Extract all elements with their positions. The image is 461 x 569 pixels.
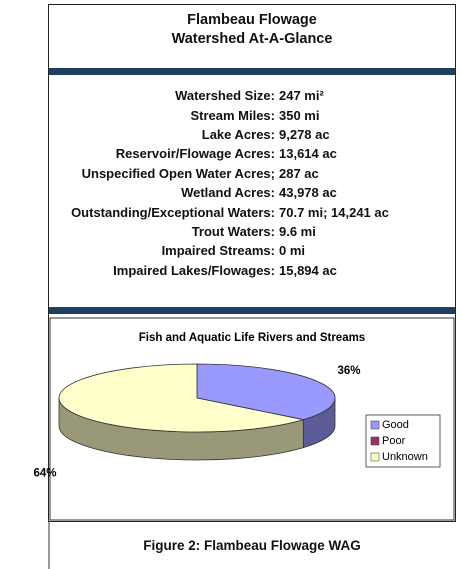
caption-rule [48,522,50,569]
title: Watershed At-A-Glance [171,31,333,47]
stat-value: 13,614 ac [279,146,337,162]
stat-row: Impaired Streams: 0 mi [48,241,456,260]
caption: Figure 2: Flambeau Flowage WAG [143,538,361,553]
stats-list: Watershed Size: 247 mi² Stream Miles: 350 m… [48,86,456,280]
stat-label: Unspecified Open Water Acres; [81,165,275,181]
legend-swatch [370,436,380,446]
frame [48,4,456,522]
stat-row: Reservoir/Flowage Acres: 13,614 ac [48,144,456,163]
stat-value: 9.6 mi [279,223,316,239]
stat-value: 70.7 mi; 14,241 ac [279,204,389,220]
data-label: 36% [337,365,360,377]
title: Flambeau Flowage [187,12,317,28]
stat-label: Lake Acres: [201,126,275,142]
stat-label: Stream Miles: [190,107,275,123]
stat-label: Impaired Streams: [161,243,275,259]
stat-row: Trout Waters: 9.6 mi [48,222,456,241]
data-label: 64% [33,467,56,479]
stat-label: Watershed Size: [175,88,275,104]
stat-value: 15,894 ac [279,262,337,278]
stat-label: Wetland Acres: [181,185,275,201]
stat-value: 9,278 ac [279,126,330,142]
stat-row: Lake Acres: 9,278 ac [48,125,456,144]
divider [49,307,455,314]
divider [49,68,455,75]
stat-row: Watershed Size: 247 mi² [48,86,456,105]
legend-label: Unknown [382,451,428,463]
stat-value: 287 ac [279,165,319,181]
chart: Fish and Aquatic Life Rivers and Streams… [33,317,455,521]
legend-swatch [370,420,380,430]
stat-label: Impaired Lakes/Flowages: [113,262,275,278]
chart-title: Fish and Aquatic Life Rivers and Streams [139,332,365,344]
stat-value: 0 mi [279,243,306,259]
chart-border [49,317,455,521]
pie-slice [196,363,336,421]
legend-label: Good [382,419,409,431]
legend-swatch [370,452,380,462]
stat-row: Unspecified Open Water Acres; 287 ac [48,164,456,183]
stat-label: Reservoir/Flowage Acres: [115,146,275,162]
stat-row: Wetland Acres: 43,978 ac [48,183,456,202]
pie-slice [58,363,304,433]
stat-value: 247 mi² [279,88,324,104]
stat-value: 350 mi [279,107,320,123]
stat-row: Impaired Lakes/Flowages: 15,894 ac [48,261,456,280]
legend-label: Poor [382,435,406,447]
stat-row: Stream Miles: 350 mi [48,105,456,124]
stat-row: Outstanding/Exceptional Waters: 70.7 mi; … [48,202,456,221]
stat-label: Trout Waters: [191,223,275,239]
stat-label: Outstanding/Exceptional Waters: [71,204,275,220]
stat-value: 43,978 ac [279,185,337,201]
